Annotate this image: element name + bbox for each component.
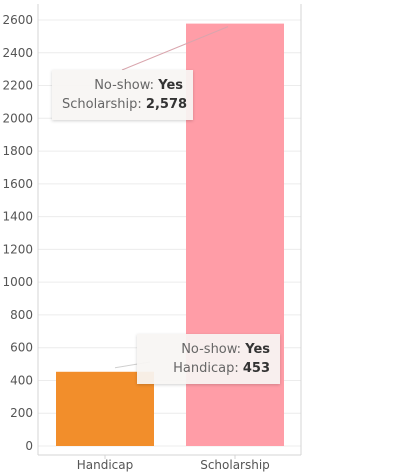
- tooltip-label: No-show:: [181, 342, 242, 357]
- tooltip-label: Handicap:: [173, 361, 239, 376]
- y-tick-label: 1600: [2, 177, 33, 191]
- y-tick-label: 0: [25, 439, 33, 453]
- tooltip-label: Scholarship:: [62, 97, 142, 112]
- x-tick-label: Scholarship: [200, 458, 270, 472]
- y-tick-label: 1400: [2, 210, 33, 224]
- y-tick-label: 400: [10, 373, 33, 387]
- y-tick-label: 2400: [2, 46, 33, 60]
- tooltip-handicap: No-show: Yes Handicap: 453: [137, 334, 280, 384]
- y-tick-label: 2000: [2, 111, 33, 125]
- y-tick-label: 800: [10, 308, 33, 322]
- tooltip-value: 453: [242, 361, 270, 376]
- y-tick-label: 2200: [2, 79, 33, 93]
- tooltip-label: No-show:: [94, 78, 155, 93]
- tooltip-value: 2,578: [145, 97, 188, 112]
- y-tick-label: 1800: [2, 144, 33, 158]
- x-tick-label: Handicap: [77, 458, 134, 472]
- tooltip-value: Yes: [245, 342, 270, 357]
- y-tick-label: 200: [10, 406, 33, 420]
- y-tick-label: 1000: [2, 275, 33, 289]
- tooltip-value: Yes: [158, 78, 183, 93]
- y-tick-label: 2600: [2, 13, 33, 27]
- tooltip-leader-scholarship: [121, 26, 229, 71]
- y-tick-label: 1200: [2, 242, 33, 256]
- tooltip-scholarship: No-show: Yes Scholarship: 2,578: [52, 70, 193, 120]
- bar-handicap: [56, 371, 154, 446]
- y-tick-label: 600: [10, 341, 33, 355]
